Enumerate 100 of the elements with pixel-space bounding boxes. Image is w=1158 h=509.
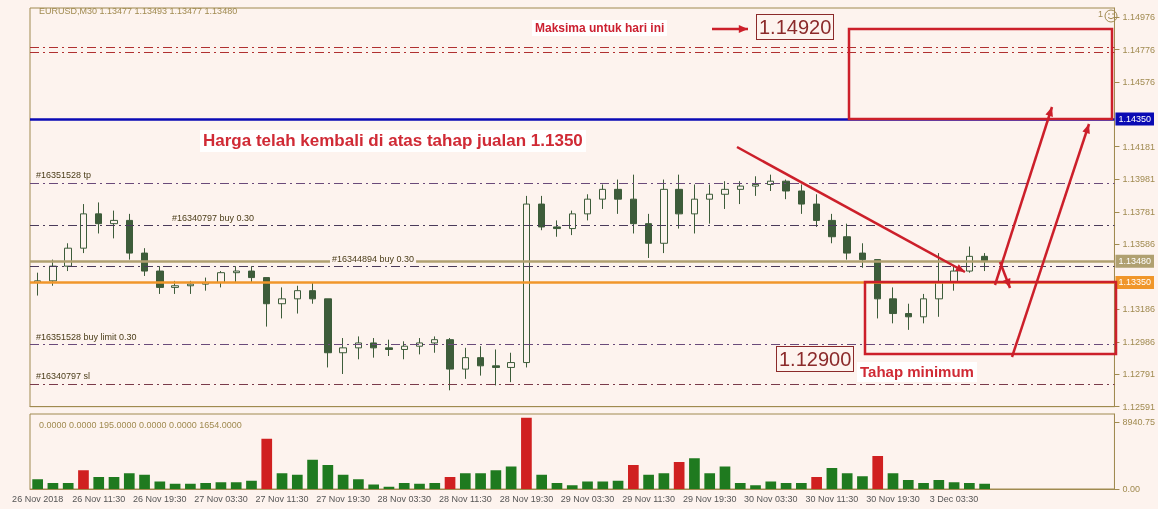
- bar: [291, 474, 303, 489]
- y-tick-label: 0.00: [1122, 484, 1140, 494]
- bar: [643, 474, 654, 489]
- bar: [398, 483, 410, 489]
- bar: [704, 473, 716, 489]
- candlestick: [843, 223, 851, 261]
- y-tick-label: 1.14576: [1122, 77, 1156, 88]
- candlestick: [782, 179, 790, 200]
- bar: [796, 483, 807, 489]
- bar: [902, 480, 914, 489]
- candlestick: [584, 193, 591, 221]
- candlestick: [905, 303, 912, 331]
- bar: [887, 473, 899, 489]
- bar: [857, 476, 868, 489]
- ref-line-label: 1.14350: [1118, 114, 1152, 125]
- candlestick: [660, 179, 668, 254]
- bar: [918, 483, 929, 489]
- candlestick: [813, 193, 820, 228]
- chart-title: EURUSD,M30 1.13477 1.13493 1.13477 1.13480: [39, 5, 238, 16]
- bar: [750, 485, 761, 489]
- bar: [811, 477, 822, 489]
- candlestick: [798, 183, 805, 215]
- candlestick: [126, 213, 133, 261]
- bar: [459, 473, 471, 489]
- annotation: 1.14920: [756, 14, 835, 40]
- y-tick-label: 1.13186: [1122, 304, 1156, 315]
- candlestick: [828, 213, 836, 244]
- bar: [62, 483, 74, 489]
- candlestick: [110, 210, 118, 239]
- candlestick: [401, 340, 408, 360]
- bar: [597, 481, 609, 489]
- candlestick: [324, 298, 332, 368]
- bar: [108, 477, 120, 489]
- bar: [246, 480, 257, 489]
- bar: [658, 473, 670, 489]
- bar: [689, 458, 700, 489]
- annotation: Harga telah kembali di atas tahap jualan 1.1350: [200, 130, 586, 153]
- bar: [673, 462, 685, 489]
- x-tick-label: 28 Nov 11:30: [438, 493, 492, 504]
- ref-line-label: #16344894 buy 0.30: [332, 253, 415, 264]
- ref-line-label: #16351528 tp: [36, 170, 92, 181]
- bar: [93, 477, 105, 489]
- candlestick: [385, 339, 393, 357]
- candlestick: [569, 210, 576, 236]
- candlestick: [935, 252, 943, 318]
- candlestick: [263, 277, 270, 328]
- ref-line-label: #16340797 sl: [36, 371, 91, 382]
- x-tick-label: 3 Dec 03:30: [929, 493, 979, 504]
- bar: [276, 473, 288, 489]
- candlestick: [630, 174, 637, 234]
- candlestick: [431, 335, 438, 354]
- candlestick: [691, 183, 698, 234]
- candlestick: [309, 281, 316, 305]
- candlestick: [446, 337, 454, 391]
- bar: [627, 465, 639, 489]
- bar: [139, 474, 150, 489]
- candlestick: [767, 174, 774, 192]
- candlestick: [645, 213, 652, 259]
- candlestick: [706, 183, 713, 225]
- candlestick: [339, 337, 347, 375]
- candlestick: [721, 180, 729, 210]
- ref-line-label: 1.13350: [1118, 277, 1152, 288]
- y-tick-label: 1.14976: [1122, 11, 1156, 22]
- bar: [933, 480, 945, 489]
- x-tick-label: 28 Nov 03:30: [377, 493, 431, 504]
- candlestick: [492, 348, 500, 386]
- ref-line-label: #16340797 buy 0.30: [172, 212, 255, 223]
- x-tick-label: 28 Nov 19:30: [499, 493, 554, 504]
- bar: [230, 482, 242, 489]
- candlestick: [920, 293, 927, 324]
- candlestick: [675, 174, 683, 230]
- candlestick: [95, 201, 102, 234]
- candlestick: [507, 352, 515, 383]
- candlestick: [294, 285, 301, 315]
- bar: [536, 474, 548, 489]
- x-tick-label: 27 Nov 03:30: [194, 493, 248, 504]
- bar: [841, 473, 853, 489]
- bar: [444, 477, 456, 489]
- bar: [872, 456, 884, 489]
- candlestick: [614, 179, 622, 215]
- y-tick-label: 1.13586: [1122, 238, 1156, 249]
- bar: [414, 483, 425, 489]
- bar: [475, 473, 486, 489]
- annotation: Tahap minimum: [857, 362, 977, 382]
- bar: [200, 483, 211, 489]
- candlestick: [737, 180, 744, 205]
- bar: [322, 465, 334, 489]
- bar: [826, 468, 838, 489]
- bar: [780, 483, 792, 489]
- ref-line-label: #16351528 buy limit 0.30: [36, 332, 137, 343]
- candlestick: [859, 242, 866, 269]
- bar: [47, 483, 59, 489]
- bar: [490, 470, 502, 489]
- y-tick-label: 1.12591: [1122, 401, 1156, 412]
- x-tick-label: 29 Nov 11:30: [622, 493, 676, 504]
- bar: [123, 473, 135, 489]
- bar: [612, 480, 624, 489]
- bar: [979, 483, 990, 489]
- bar: [505, 466, 517, 489]
- bar: [734, 483, 746, 489]
